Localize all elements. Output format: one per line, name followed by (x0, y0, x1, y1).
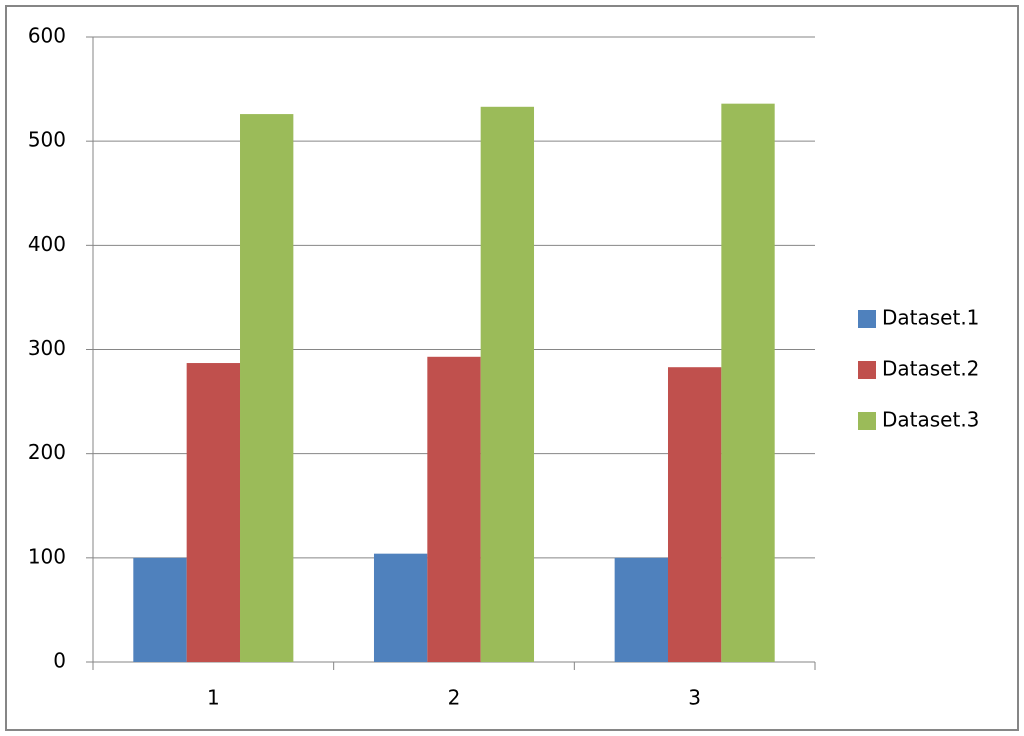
y-tick-label: 100 (28, 544, 66, 568)
bar (373, 553, 428, 662)
legend-swatch (858, 361, 876, 379)
legend-label: Dataset.2 (882, 357, 979, 381)
x-tick-label: 2 (448, 686, 461, 710)
bar (240, 114, 294, 663)
legend-swatch (858, 412, 876, 430)
bar (133, 557, 187, 662)
bar (480, 106, 535, 662)
x-tick-label: 3 (688, 686, 701, 710)
bar (186, 363, 241, 662)
y-tick-label: 400 (28, 232, 66, 256)
legend-label: Dataset.1 (882, 306, 979, 330)
legend-swatch (858, 310, 876, 328)
legend-label: Dataset.3 (882, 408, 979, 432)
y-tick-label: 0 (53, 649, 66, 673)
y-tick-label: 300 (28, 336, 66, 360)
bar (721, 103, 775, 662)
y-tick-label: 200 (28, 440, 66, 464)
bar (427, 356, 481, 662)
y-tick-label: 500 (28, 128, 66, 152)
bar (667, 367, 722, 662)
bar (614, 557, 668, 662)
x-tick-label: 1 (207, 686, 220, 710)
y-tick-label: 600 (28, 24, 66, 48)
